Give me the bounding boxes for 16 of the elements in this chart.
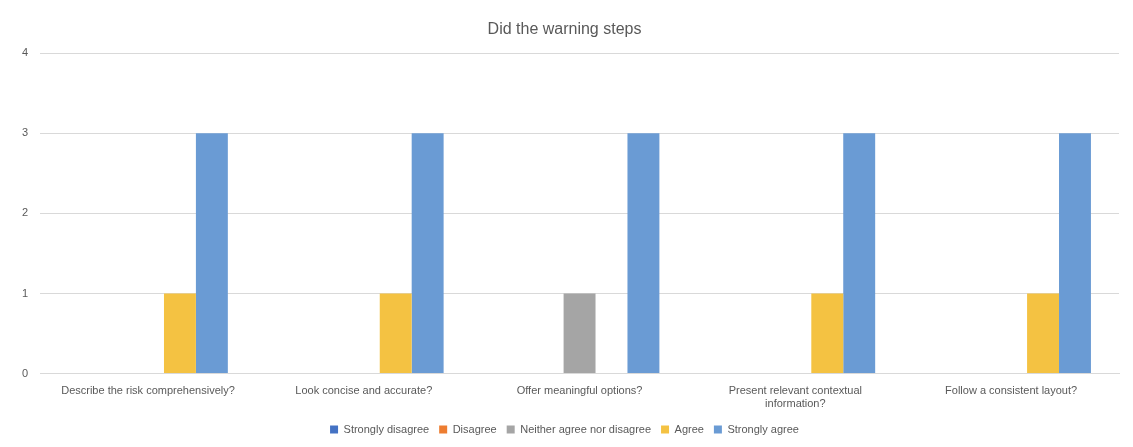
legend-label: Strongly disagree xyxy=(343,422,430,435)
x-tick-label: Follow a consistent layout? xyxy=(945,384,1078,397)
y-tick-label: 0 xyxy=(21,366,29,379)
y-tick-label: 3 xyxy=(21,126,29,139)
chart-title: Did the warning steps xyxy=(487,20,642,38)
y-tick-label: 2 xyxy=(21,206,29,219)
x-tick-label: Offer meaningful options? xyxy=(516,384,643,397)
y-tick-label: 1 xyxy=(21,286,29,299)
legend-label: Strongly agree xyxy=(727,422,799,435)
x-tick-label: Describe the risk comprehensively? xyxy=(61,384,235,397)
x-tick-label: Look concise and accurate? xyxy=(295,384,433,397)
legend-label: Neither agree nor disagree xyxy=(520,422,652,435)
legend-label: Disagree xyxy=(452,422,497,435)
x-tick-label: Present relevant contextual information? xyxy=(728,384,862,410)
legend-label: Agree xyxy=(674,422,704,435)
y-tick-label: 4 xyxy=(21,46,29,59)
